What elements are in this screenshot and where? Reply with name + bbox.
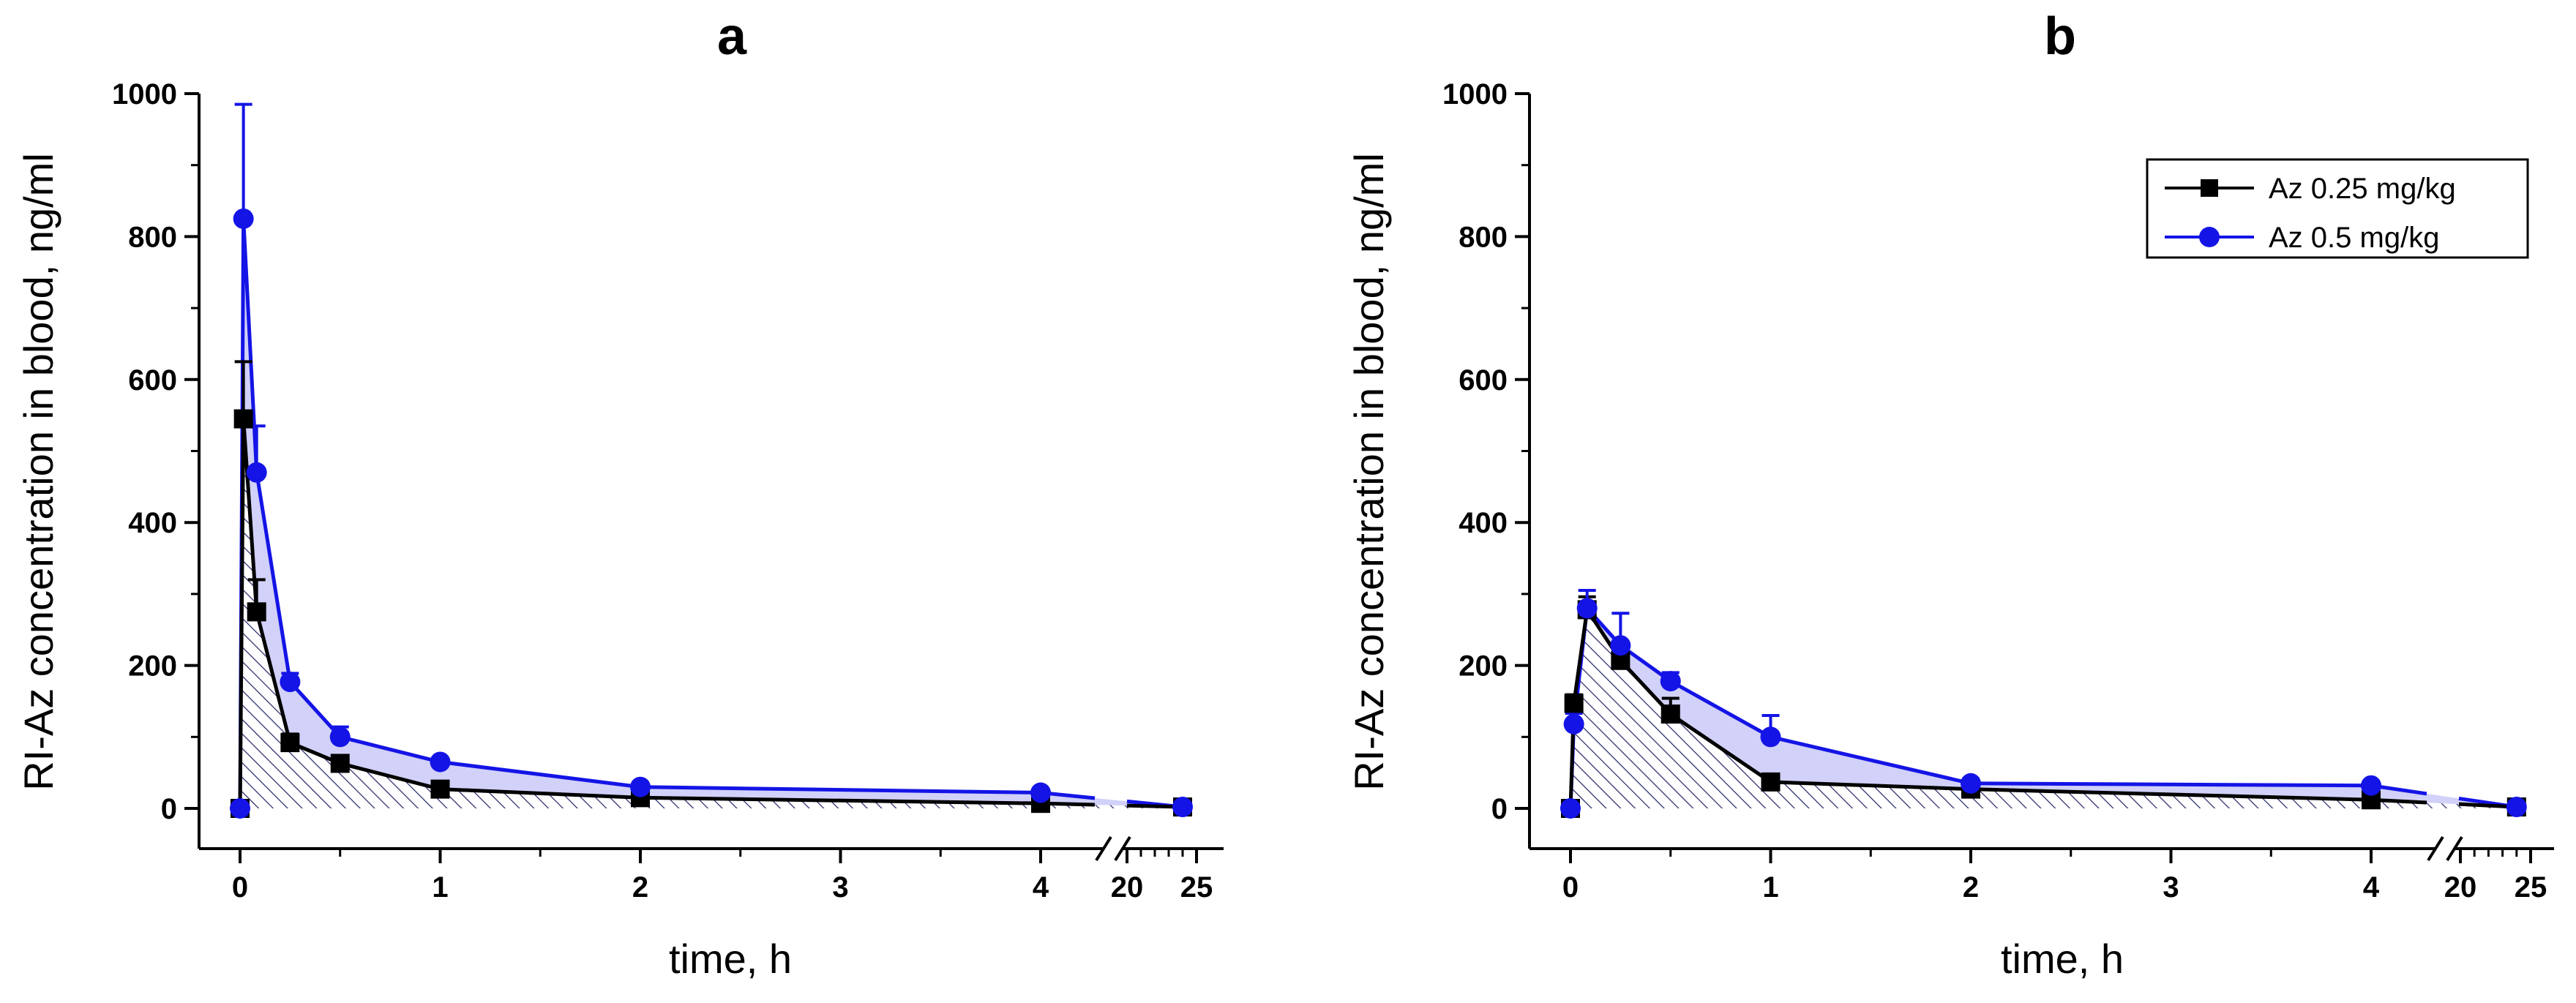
x-tick-label: 1 — [432, 871, 448, 904]
y-tick-label: 400 — [1459, 507, 1508, 539]
series-az-0-5-point — [1610, 635, 1631, 656]
x-tick-label: 2 — [632, 871, 648, 904]
series-az-0-25-point — [247, 602, 266, 622]
axes — [1515, 92, 2554, 863]
y-tick-label: 600 — [128, 364, 177, 397]
series-az-0-25-line — [238, 418, 1041, 809]
x-tick-label: 0 — [1562, 871, 1579, 904]
series-az-0-25-point — [1761, 772, 1781, 792]
series-az-0-5-point — [1563, 713, 1584, 735]
y-tick-label: 0 — [1491, 793, 1508, 825]
y-tick-label: 800 — [128, 221, 177, 253]
y-tick-label: 200 — [1459, 650, 1508, 683]
axis-break-mark — [2446, 835, 2463, 862]
legend-entry-0: Az 0.25 mg/kg — [2165, 173, 2456, 205]
legend-entry-1: Az 0.5 mg/kg — [2165, 222, 2439, 254]
auc-hatch-area — [1570, 609, 2517, 808]
y-tick-label: 400 — [128, 507, 177, 539]
x-tick-label: 20 — [1111, 871, 1144, 904]
series-az-0-25-point — [233, 409, 253, 429]
series-az-0-5-point — [246, 462, 267, 483]
legend-label: Az 0.5 mg/kg — [2269, 222, 2439, 254]
x-tick-label: 4 — [2363, 871, 2380, 904]
series-az-0-5-point — [280, 672, 301, 693]
axis-break-mark — [2427, 835, 2444, 862]
series-az-0-25-point — [1564, 694, 1584, 713]
x-tick-label: 25 — [2515, 871, 2547, 904]
y-tick-label: 800 — [1459, 221, 1508, 253]
series-az-0-5-point — [2361, 775, 2381, 796]
y-axis-label: RI-Az concentration in blood, ng/ml — [15, 153, 61, 791]
series-az-0-5-point — [1660, 671, 1681, 692]
panel-title: b — [2044, 7, 2076, 66]
x-tick-label: 4 — [1033, 871, 1049, 904]
x-tick-label: 0 — [232, 871, 248, 904]
series-az-0-5-point — [1560, 798, 1581, 819]
x-axis-label: time, h — [669, 936, 792, 982]
series-az-0-25-point — [280, 733, 300, 753]
series-az-0-5-point — [329, 726, 351, 748]
series-az-0-5-point — [1030, 782, 1051, 803]
legend-circle-marker — [2199, 227, 2220, 247]
y-tick-label: 600 — [1459, 364, 1508, 397]
y-tick-label: 1000 — [112, 78, 177, 110]
x-axis-label: time, h — [2001, 936, 2124, 982]
x-tick-label: 3 — [832, 871, 848, 904]
series-az-0-5-point — [1760, 726, 1781, 748]
y-tick-label: 0 — [161, 793, 177, 825]
y-tick-label: 1000 — [1442, 78, 1508, 110]
difference-area — [240, 218, 1183, 809]
panel-title: a — [717, 7, 747, 66]
legend-square-marker — [2201, 179, 2218, 197]
series-az-0-5-line — [238, 218, 1041, 809]
x-tick-label: 20 — [2444, 871, 2477, 904]
series-az-0-5-point — [1576, 598, 1598, 619]
legend-label: Az 0.25 mg/kg — [2269, 173, 2456, 205]
series-az-0-25-line — [1568, 604, 2372, 809]
x-tick-label: 1 — [1762, 871, 1778, 904]
axes — [184, 92, 1224, 863]
series-az-0-5-point — [1961, 773, 1981, 794]
y-tick-label: 200 — [128, 650, 177, 683]
series-az-0-5-point — [230, 798, 250, 819]
axis-break-mark — [1114, 835, 1131, 862]
y-axis-label: RI-Az concentration in blood, ng/ml — [1346, 153, 1392, 791]
series-az-0-5-point — [233, 208, 254, 229]
difference-area — [1570, 608, 2517, 808]
x-tick-label: 25 — [1180, 871, 1213, 904]
x-tick-label: 2 — [1963, 871, 1979, 904]
series-az-0-5-point — [2506, 797, 2527, 818]
chart-panel-a: a RI-Az concentration in blood, ng/ml ti… — [15, 7, 1224, 982]
legend: Az 0.25 mg/kg Az 0.5 mg/kg — [2146, 158, 2529, 259]
chart-panel-b: b RI-Az concentration in blood, ng/ml ti… — [1346, 7, 2554, 982]
series-az-0-5-point — [1172, 797, 1193, 818]
series-az-0-5-point — [630, 776, 651, 797]
x-tick-label: 3 — [2163, 871, 2179, 904]
axis-break-mark — [1095, 835, 1112, 862]
series-az-0-5-point — [430, 751, 451, 773]
series-az-0-25-point — [330, 754, 350, 773]
series-az-0-25-point — [1660, 705, 1680, 724]
series-az-0-25-point — [430, 779, 450, 799]
